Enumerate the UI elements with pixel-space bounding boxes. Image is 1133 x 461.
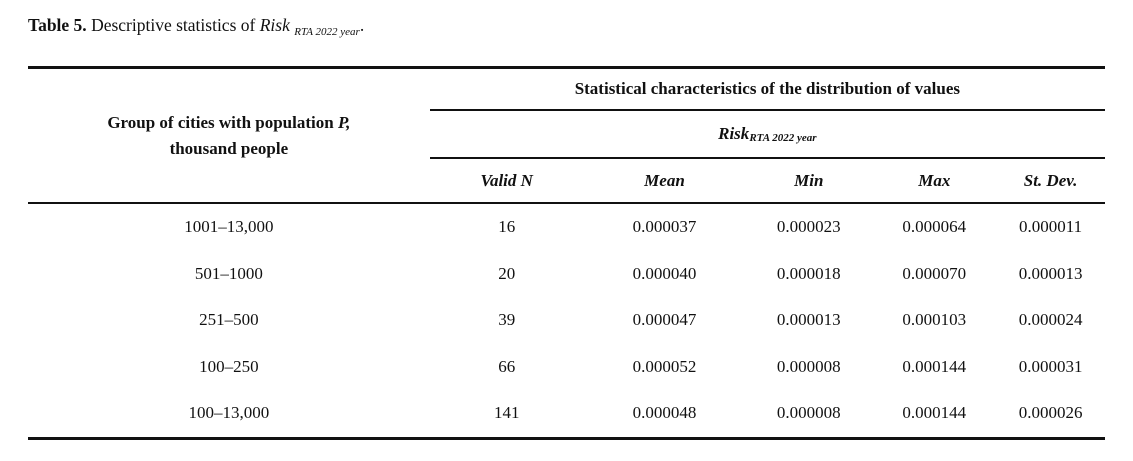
table-caption: Table 5. Descriptive statistics of Risk …: [28, 13, 1105, 40]
table-row: 100–13,000 141 0.000048 0.000008 0.00014…: [28, 390, 1105, 437]
min-cell: 0.000023: [776, 217, 841, 237]
st-dev-cell: 0.000024: [1018, 310, 1083, 330]
table-caption-period: .: [359, 15, 365, 35]
min-cell: 0.000018: [776, 263, 841, 283]
column-header-min: Min: [794, 170, 824, 190]
max-cell: 0.000070: [902, 263, 967, 283]
mean-cell: 0.000037: [632, 217, 697, 237]
valid-n-cell: 20: [498, 263, 516, 283]
min-cell: 0.000013: [776, 310, 841, 330]
group-cell: 501–1000: [194, 263, 263, 283]
descriptive-statistics-table: Group of cities with population P, thous…: [28, 66, 1105, 440]
st-dev-cell: 0.000026: [1018, 403, 1083, 423]
valid-n-cell: 66: [498, 356, 516, 376]
group-cell: 1001–13,000: [184, 217, 274, 237]
valid-n-cell: 16: [498, 217, 516, 237]
table-caption-risk: Risk: [259, 15, 290, 35]
group-header-line1: Group of cities with population P,: [107, 112, 351, 132]
table-row: 100–250 66 0.000052 0.000008 0.000144 0.…: [28, 344, 1105, 391]
group-cell: 251–500: [199, 310, 259, 330]
table-caption-risk-subscript: RTA 2022 year: [294, 26, 360, 38]
risk-spanner-header: Risk RTA 2022 year: [429, 111, 1105, 159]
mean-cell: 0.000040: [632, 263, 697, 283]
risk-label: Risk: [718, 124, 750, 143]
max-cell: 0.000103: [902, 310, 967, 330]
table-row: 501–1000 20 0.000040 0.000018 0.000070 0…: [28, 251, 1105, 298]
mean-cell: 0.000048: [632, 403, 697, 423]
max-cell: 0.000064: [902, 217, 967, 237]
max-cell: 0.000144: [902, 356, 967, 376]
group-column-header: Group of cities with population P, thous…: [28, 69, 430, 202]
column-header-mean: Mean: [644, 170, 685, 190]
table-row: 1001–13,000 16 0.000037 0.000023 0.00006…: [28, 204, 1105, 251]
group-cell: 100–250: [199, 356, 259, 376]
table-caption-text: Descriptive statistics of: [86, 15, 260, 35]
st-dev-cell: 0.000031: [1018, 356, 1083, 376]
group-header-line2: thousand people: [169, 138, 289, 158]
max-cell: 0.000144: [902, 403, 967, 423]
table-caption-label: Table 5.: [28, 15, 87, 35]
column-header-st-dev: St. Dev.: [1023, 170, 1078, 190]
valid-n-cell: 141: [493, 403, 520, 423]
population-variable: P,: [337, 112, 351, 132]
table-header: Group of cities with population P, thous…: [28, 69, 1105, 204]
min-cell: 0.000008: [776, 403, 841, 423]
spanner-header: Statistical characteristics of the distr…: [429, 69, 1105, 111]
st-dev-cell: 0.000013: [1018, 263, 1083, 283]
group-cell: 100–13,000: [188, 403, 270, 423]
table-block: Table 5. Descriptive statistics of Risk …: [28, 13, 1105, 440]
risk-subscript: RTA 2022 year: [749, 132, 817, 144]
column-header-max: Max: [918, 170, 951, 190]
mean-cell: 0.000047: [632, 310, 697, 330]
min-cell: 0.000008: [776, 356, 841, 376]
valid-n-cell: 39: [498, 310, 516, 330]
st-dev-cell: 0.000011: [1019, 217, 1083, 237]
mean-cell: 0.000052: [632, 356, 697, 376]
table-row: 251–500 39 0.000047 0.000013 0.000103 0.…: [28, 297, 1105, 344]
column-header-valid-n: Valid N: [480, 170, 533, 190]
